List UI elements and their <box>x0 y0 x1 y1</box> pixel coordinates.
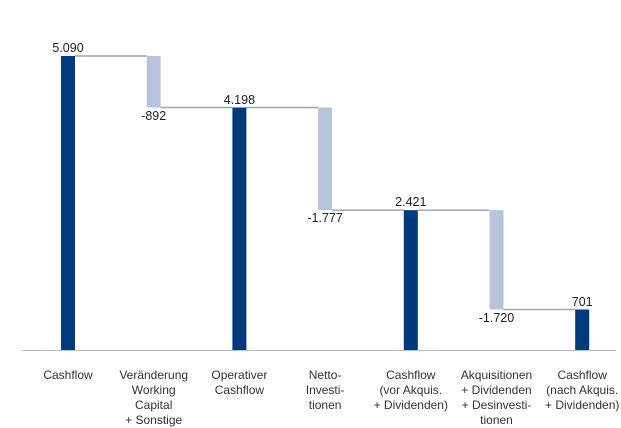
value-label-4: -1.777 <box>307 211 343 226</box>
category-label-5: Cashflow (vor Akquis. + Dividenden) <box>373 368 448 412</box>
category-label-6: Akquisitionen + Dividenden + Desinvesti-… <box>460 368 533 427</box>
bar-2 <box>146 56 161 108</box>
bar-4 <box>318 107 333 211</box>
category-label-1: Cashflow <box>43 368 93 382</box>
bar-7 <box>575 309 590 350</box>
value-label-5: 2.421 <box>395 195 427 210</box>
category-label-2: Veränderung Working Capital + Sonstige <box>119 368 189 427</box>
bar-3 <box>232 107 247 350</box>
value-label-3: 4.198 <box>223 92 256 107</box>
value-label-7: 701 <box>571 294 593 309</box>
value-label-6: -1.720 <box>478 310 515 325</box>
value-label-2: -892 <box>141 108 167 123</box>
category-label-7: Cashflow (nach Akquis. + Dividenden) <box>544 368 620 412</box>
bar-6 <box>489 210 504 310</box>
category-label-4: Netto- Investi- tionen <box>305 368 345 412</box>
bar-1 <box>61 56 75 351</box>
bar-5 <box>403 210 418 350</box>
value-label-1: 5.090 <box>52 41 84 55</box>
category-label-3: Operativer Cashflow <box>211 368 268 397</box>
